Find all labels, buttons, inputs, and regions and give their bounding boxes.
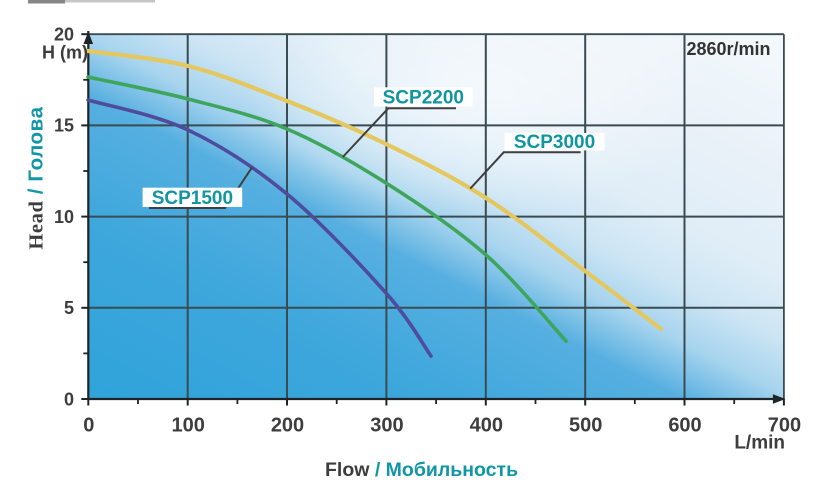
svg-text:400: 400 <box>470 415 503 437</box>
svg-text:15: 15 <box>54 116 74 136</box>
svg-text:2860r/min: 2860r/min <box>686 39 770 59</box>
svg-text:SCP2200: SCP2200 <box>383 87 464 108</box>
svg-text:300: 300 <box>370 415 403 437</box>
svg-text:H (m): H (m) <box>42 43 88 63</box>
svg-text:700: 700 <box>768 415 801 437</box>
svg-text:500: 500 <box>569 415 602 437</box>
svg-text:5: 5 <box>64 298 74 318</box>
svg-text:SCP1500: SCP1500 <box>152 188 233 209</box>
svg-text:Flow / Мобильность: Flow / Мобильность <box>325 459 518 481</box>
svg-text:0: 0 <box>83 415 94 437</box>
svg-text:20: 20 <box>54 25 74 45</box>
svg-text:L/min: L/min <box>734 433 785 454</box>
svg-text:100: 100 <box>172 415 205 437</box>
svg-text:200: 200 <box>271 415 304 437</box>
svg-text:600: 600 <box>668 415 701 437</box>
svg-text:10: 10 <box>54 207 74 227</box>
svg-text:0: 0 <box>64 389 74 409</box>
svg-text:SCP3000: SCP3000 <box>514 132 595 153</box>
svg-text:Head / Голова: Head / Голова <box>25 106 48 249</box>
